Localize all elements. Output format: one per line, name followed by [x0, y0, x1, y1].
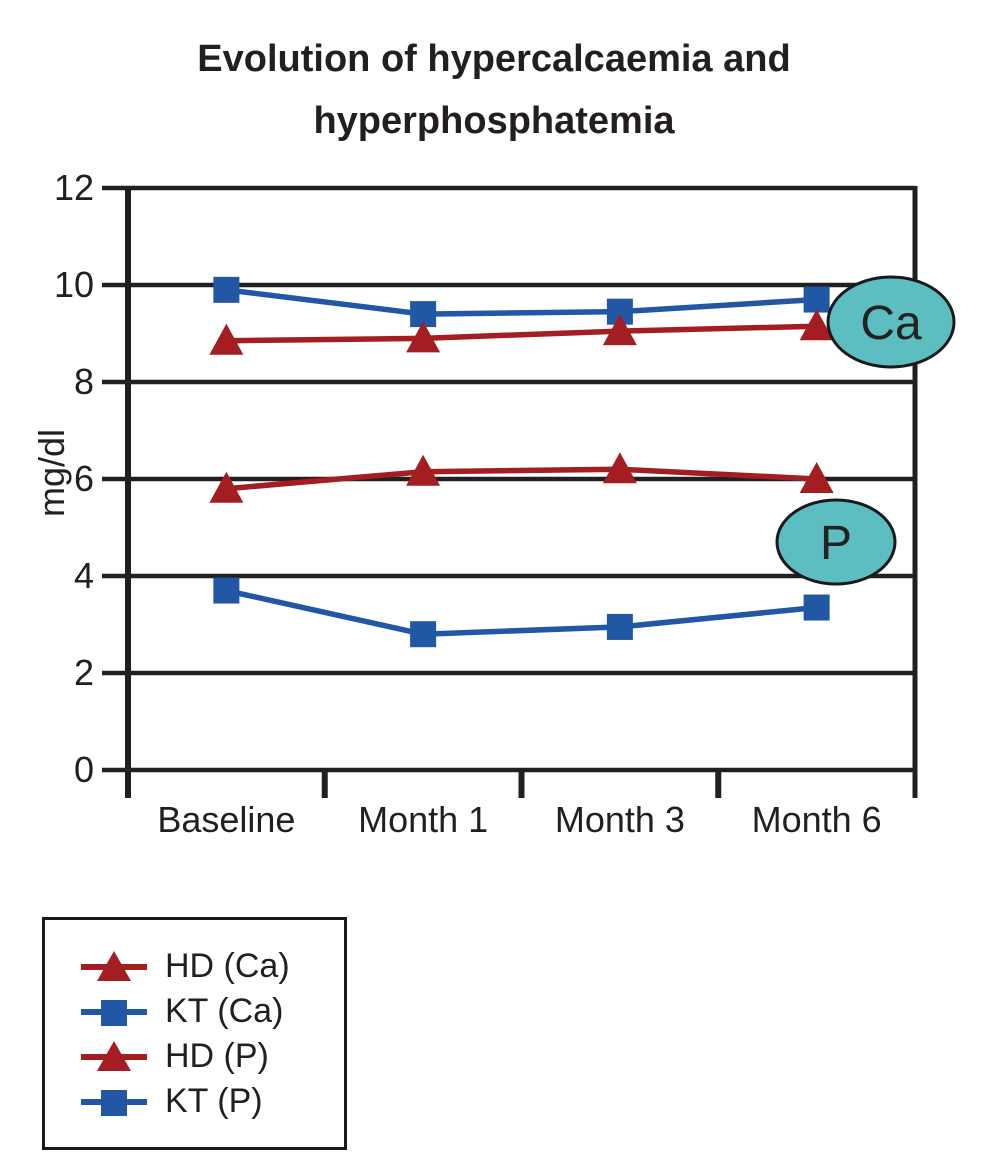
series-marker-hd-ca [602, 314, 637, 346]
legend-marker-hd-p-icon [81, 1040, 147, 1071]
series-line-hd-ca [226, 323, 817, 344]
chart-title-line2: hyperphosphatemia [313, 100, 675, 142]
series-marker-kt-ca [213, 276, 240, 303]
legend-label-hd-p: HD (P) [165, 1037, 269, 1075]
annotation-label-ca: Ca [860, 297, 922, 350]
legend-label-hd-ca: HD (Ca) [165, 947, 290, 985]
y-tick-label: 6 [74, 458, 94, 499]
legend-label-kt-p: KT (P) [165, 1082, 263, 1120]
series-marker-hd-p [602, 452, 637, 484]
series-marker-hd-p [406, 454, 441, 486]
legend-triangle-marker [97, 950, 131, 981]
series-marker-kt-ca [803, 286, 830, 313]
y-tick-label: 0 [74, 749, 94, 790]
legend-square-marker [101, 1089, 127, 1116]
x-category-label: Month 6 [752, 799, 882, 840]
y-tick-label: 2 [74, 652, 94, 693]
series-line-kt-ca [226, 287, 817, 317]
annotation-ellipse-p [775, 498, 897, 586]
series-marker-kt-p [410, 621, 437, 648]
series-marker-hd-ca [209, 323, 244, 355]
y-axis-label: mg/dl [31, 428, 72, 518]
legend: HD (Ca) KT (Ca) HD (P) KT (P) [42, 917, 347, 1150]
series-marker-kt-p [803, 594, 830, 621]
x-category-label: Month 3 [555, 799, 685, 840]
legend-item-hd-ca: HD (Ca) [79, 944, 344, 989]
legend-item-hd-p: HD (P) [79, 1034, 344, 1079]
y-tick-label: 8 [74, 361, 94, 402]
x-category-label: Month 1 [358, 799, 488, 840]
line-chart: 0 2 4 6 8 10 12 Baseline Month 1 Month 3 Month 6 Ca… [54, 167, 956, 840]
annotation-ellipse-ca [826, 275, 956, 369]
series-marker-hd-p [209, 471, 244, 503]
legend-marker-kt-p-icon [81, 1089, 147, 1116]
chart-title-line1: Evolution of hypercalcaemia and [197, 38, 791, 80]
legend-label-kt-ca: KT (Ca) [165, 992, 284, 1030]
series-marker-kt-p [213, 577, 240, 604]
legend-triangle-marker [97, 1040, 131, 1071]
y-tick-label: 12 [54, 167, 94, 208]
chart-title: Evolution of hypercalcaemia and hyperpho… [0, 28, 988, 152]
y-tick-label: 4 [74, 555, 94, 596]
series-marker-hd-p [799, 462, 834, 493]
y-tick-label: 10 [54, 264, 94, 305]
series-line-hd-p [226, 466, 817, 492]
legend-marker-kt-ca-icon [81, 999, 147, 1026]
series-marker-kt-p [606, 613, 633, 640]
legend-item-kt-ca: KT (Ca) [79, 989, 344, 1034]
series-marker-hd-ca [406, 321, 441, 353]
series-line-kt-p [225, 587, 817, 637]
legend-item-kt-p: KT (P) [79, 1079, 344, 1124]
series-marker-hd-ca [799, 309, 834, 341]
x-category-label: Baseline [157, 799, 295, 840]
annotation-label-p: P [820, 517, 852, 570]
legend-marker-hd-ca-icon [81, 950, 147, 981]
legend-square-marker [101, 999, 127, 1026]
